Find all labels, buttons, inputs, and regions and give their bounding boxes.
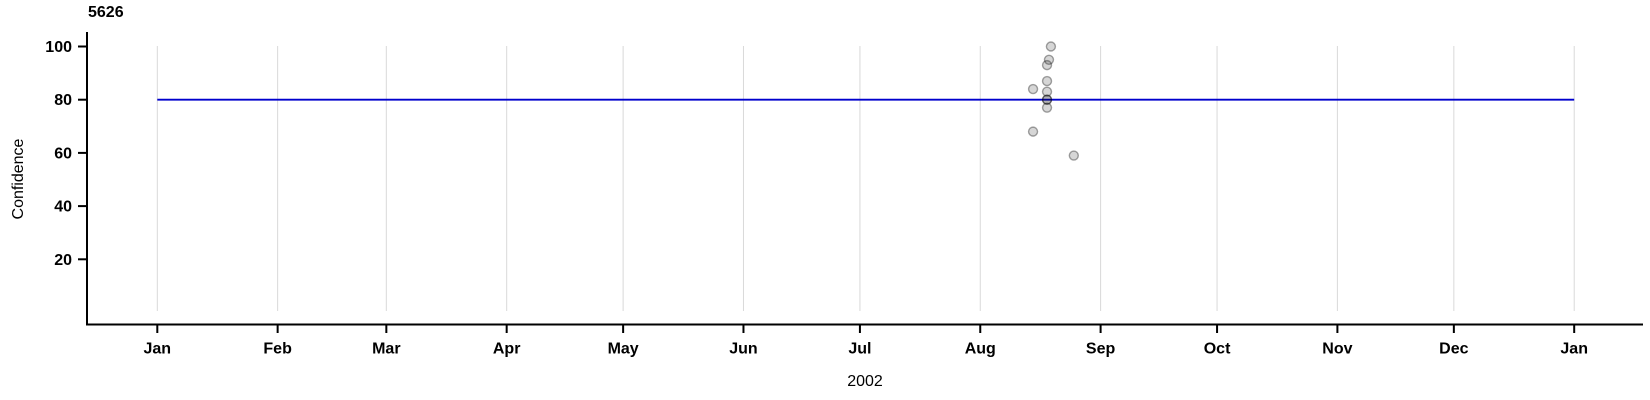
x-tick-label: Jun bbox=[729, 341, 757, 358]
x-axis-title: 2002 bbox=[847, 373, 883, 390]
data-point bbox=[1043, 54, 1055, 65]
x-tick-label: Jan bbox=[144, 341, 172, 358]
data-point bbox=[1041, 75, 1053, 87]
data-point bbox=[1068, 150, 1080, 161]
y-tick-label: 60 bbox=[54, 145, 72, 162]
data-point bbox=[1045, 41, 1057, 52]
x-tick-label: Aug bbox=[965, 341, 996, 358]
data-point bbox=[1041, 94, 1053, 105]
data-point bbox=[1041, 102, 1053, 113]
x-tick-label: Nov bbox=[1322, 341, 1352, 358]
data-point bbox=[1041, 94, 1053, 105]
x-tick-label: Jan bbox=[1560, 341, 1588, 358]
data-point bbox=[1041, 59, 1053, 71]
x-tick-label: Mar bbox=[372, 341, 400, 358]
y-tick-label: 40 bbox=[54, 199, 72, 216]
y-tick-label: 20 bbox=[54, 252, 72, 269]
x-tick-label: Sep bbox=[1086, 341, 1116, 358]
data-point bbox=[1027, 83, 1039, 95]
y-tick-label: 80 bbox=[54, 92, 72, 109]
y-axis-title: Confidence bbox=[10, 138, 27, 220]
x-tick-label: Apr bbox=[493, 341, 521, 358]
chart-title: 5626 bbox=[88, 4, 124, 21]
x-tick-label: Jul bbox=[848, 341, 871, 358]
data-point bbox=[1041, 86, 1053, 97]
x-tick-label: Dec bbox=[1439, 341, 1468, 358]
data-point bbox=[1027, 126, 1039, 137]
y-tick-label: 100 bbox=[45, 39, 72, 56]
x-tick-label: Oct bbox=[1204, 341, 1231, 358]
x-tick-label: May bbox=[608, 341, 639, 358]
x-tick-label: Feb bbox=[263, 341, 292, 358]
